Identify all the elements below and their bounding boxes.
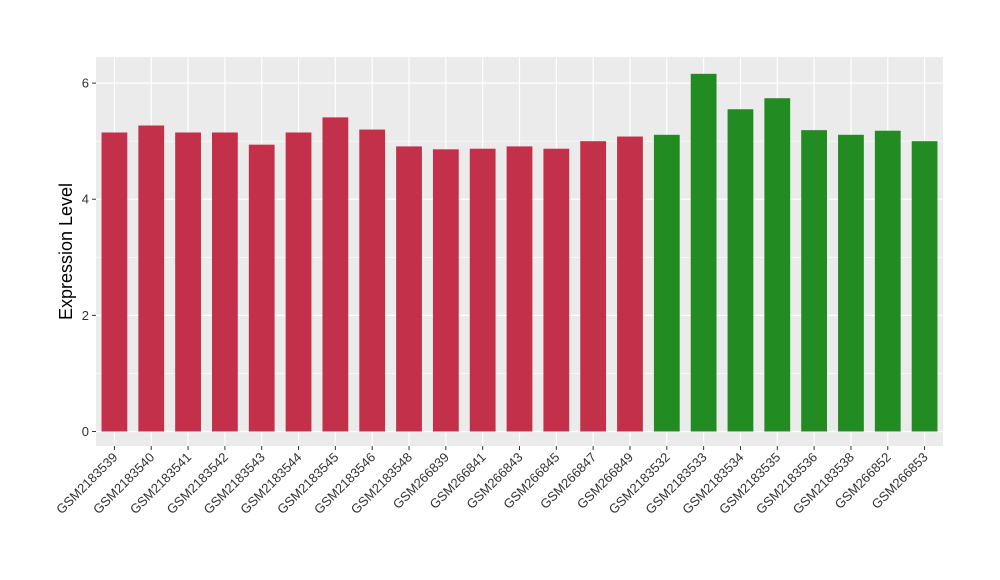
bar-GSM266852 [874, 130, 901, 432]
y-tick-label: 0 [82, 424, 89, 439]
bar-GSM266841 [469, 148, 496, 432]
y-axis-title: Expression Level [56, 183, 76, 320]
bar-GSM2183541 [175, 132, 201, 432]
bar-GSM266839 [432, 149, 459, 432]
bar-GSM266843 [506, 146, 533, 432]
bar-GSM2183536 [801, 130, 827, 432]
bar-GSM2183535 [764, 98, 791, 432]
bar-GSM2183548 [396, 146, 422, 432]
bar-GSM266847 [580, 141, 607, 432]
bar-GSM2183534 [727, 109, 754, 432]
bar-GSM2183539 [101, 132, 128, 432]
bar-GSM266845 [543, 148, 570, 432]
x-axis: GSM2183539GSM2183540GSM2183541GSM2183542… [53, 446, 931, 517]
bar-GSM2183532 [653, 134, 680, 432]
bar-GSM2183546 [359, 129, 386, 432]
bar-GSM2183543 [248, 144, 275, 432]
y-axis: 0 2 4 6 [82, 76, 96, 439]
bar-GSM2183544 [285, 132, 312, 432]
bars [101, 73, 938, 432]
y-tick-label: 2 [82, 308, 89, 323]
bar-GSM266853 [911, 141, 938, 432]
bar-GSM2183533 [690, 73, 717, 432]
y-tick-label: 6 [82, 76, 89, 91]
bar-GSM2183540 [138, 125, 165, 432]
bar-GSM2183538 [838, 134, 864, 432]
y-tick-label: 4 [82, 192, 89, 207]
bar-GSM2183542 [212, 132, 238, 432]
bar-GSM2183545 [322, 117, 349, 432]
bar-GSM266849 [617, 136, 643, 432]
